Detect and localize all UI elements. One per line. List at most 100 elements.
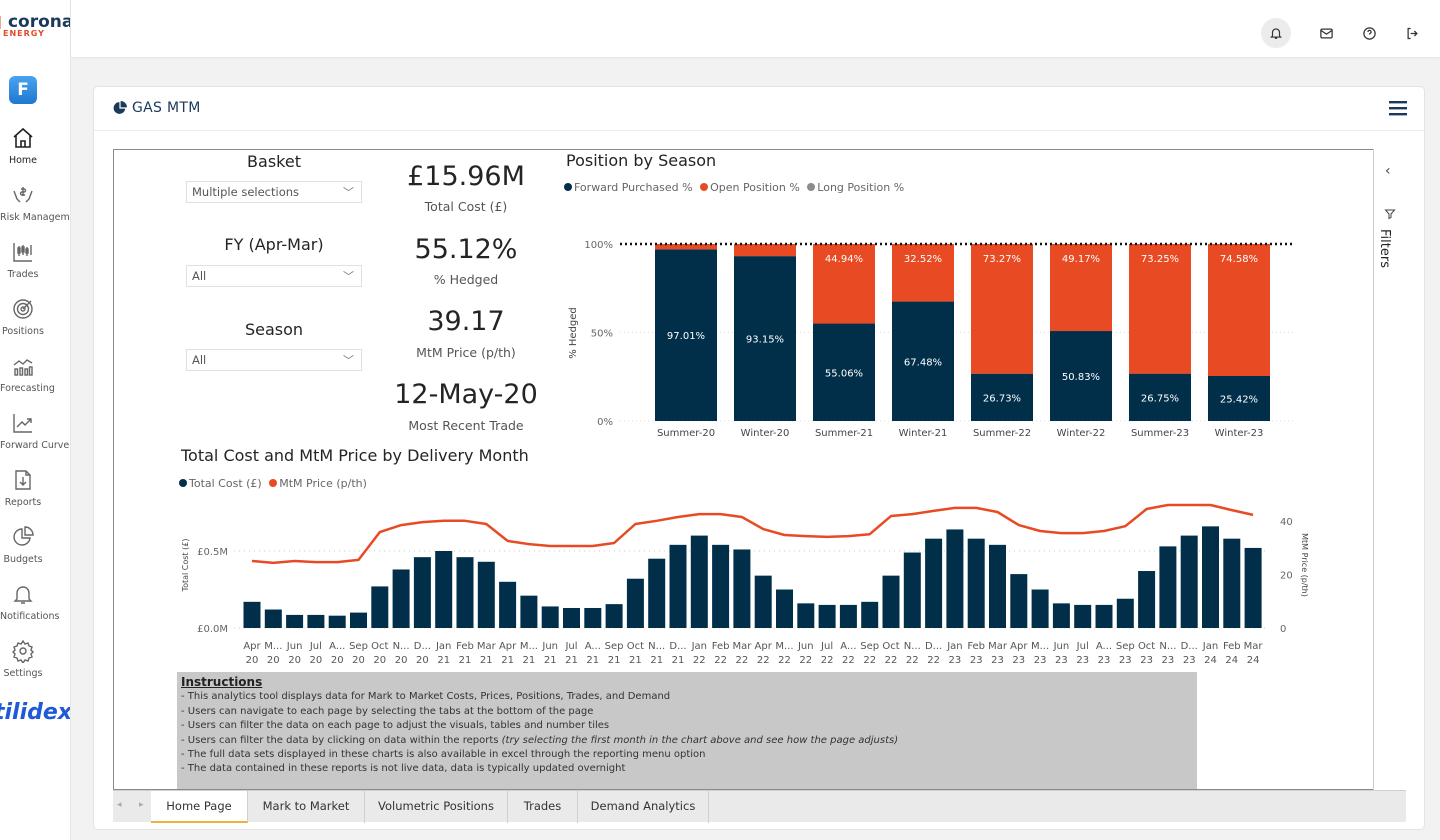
mail-icon bbox=[1319, 28, 1333, 38]
bar-forward-purchased- bbox=[1050, 331, 1112, 421]
sidebar-item-risk-management[interactable]: Risk Management bbox=[0, 183, 70, 223]
chevron-down-icon: ﹀ bbox=[343, 270, 354, 283]
sidebar-item-forecasting[interactable]: Forecasting bbox=[0, 354, 55, 394]
app-badge[interactable]: F bbox=[9, 76, 37, 104]
pie-chart-icon bbox=[113, 101, 127, 114]
legend-item[interactable]: MtM Price (p/th) bbox=[279, 477, 367, 490]
target-icon bbox=[13, 299, 33, 319]
bar-open-position- bbox=[1050, 244, 1112, 332]
legend-item[interactable]: Forward Purchased % bbox=[574, 181, 693, 194]
top-bar bbox=[71, 0, 1440, 57]
cost-chart-title: Total Cost and MtM Price by Delivery Mon… bbox=[181, 446, 529, 465]
x-tick-label-month: Mar bbox=[1244, 641, 1264, 652]
sidebar-item-label: Home bbox=[8, 155, 38, 166]
bar-total-cost bbox=[584, 607, 602, 628]
bar-forward-purchased- bbox=[1208, 376, 1270, 421]
data-label: 73.27% bbox=[983, 254, 1021, 265]
legend-item[interactable]: Open Position % bbox=[710, 181, 800, 194]
legend-swatch bbox=[179, 479, 187, 487]
x-tick-label-year: 23 bbox=[1034, 655, 1047, 666]
x-tick-label-month: Jul bbox=[309, 641, 322, 652]
hamburger-menu-icon[interactable] bbox=[1389, 100, 1407, 116]
instruction-line: - The full data sets displayed in these … bbox=[181, 749, 706, 761]
x-tick-label-month: Oct bbox=[627, 641, 644, 652]
tab-trades[interactable]: Trades bbox=[508, 791, 578, 823]
instruction-note: (try selecting the first month in the ch… bbox=[501, 734, 899, 746]
tab-mark-to-market[interactable]: Mark to Market bbox=[248, 791, 365, 823]
x-tick-label-year: 20 bbox=[352, 655, 365, 666]
y-tick-label: 50% bbox=[591, 329, 613, 340]
tab-scroll-right-icon[interactable]: ▸ bbox=[139, 800, 144, 810]
pie-chart-icon bbox=[13, 526, 34, 546]
x-tick-label-year: 20 bbox=[395, 655, 408, 666]
x-tick-label-month: N... bbox=[648, 641, 665, 652]
x-tick-label-month: Sep bbox=[349, 641, 368, 652]
bar-total-cost bbox=[882, 575, 900, 628]
messages-button[interactable] bbox=[1311, 18, 1341, 48]
sidebar-item-home[interactable]: Home bbox=[0, 126, 46, 166]
bar-total-cost bbox=[499, 581, 517, 628]
x-tick-label-year: 23 bbox=[1183, 655, 1196, 666]
tab-volumetric-positions[interactable]: Volumetric Positions bbox=[365, 791, 508, 823]
legend-item[interactable]: Long Position % bbox=[817, 181, 905, 194]
corona-logo: ■ corona bbox=[0, 12, 70, 32]
bar-open-position- bbox=[892, 244, 954, 302]
x-tick-label-year: 21 bbox=[650, 655, 663, 666]
data-label: 93.15% bbox=[746, 335, 784, 346]
sidebar-item-forward-curve[interactable]: Forward Curve bbox=[0, 411, 69, 451]
x-tick-label-year: 24 bbox=[1204, 655, 1217, 666]
sidebar-item-label: Budgets bbox=[3, 554, 43, 565]
basket-dropdown[interactable]: Multiple selections ﹀ bbox=[186, 181, 362, 203]
y-tick-label: 100% bbox=[584, 240, 613, 251]
download-file-icon bbox=[15, 470, 31, 490]
page-title: GAS MTM bbox=[132, 100, 201, 116]
legend-item[interactable]: Total Cost (£) bbox=[189, 477, 262, 490]
x-tick-label-year: 22 bbox=[714, 655, 727, 666]
x-tick-label-month: Jun bbox=[797, 641, 814, 652]
tab-scroll-left-icon[interactable]: ◂ bbox=[117, 800, 122, 810]
sidebar-item-trades[interactable]: Trades bbox=[0, 240, 46, 280]
season-dropdown[interactable]: All ﹀ bbox=[186, 349, 362, 371]
x-tick-label-year: 20 bbox=[373, 655, 386, 666]
sidebar-item-notifications[interactable]: Notifications bbox=[0, 582, 59, 622]
data-label: 67.48% bbox=[904, 357, 942, 368]
x-tick-label-month: A... bbox=[585, 641, 601, 652]
bar-total-cost bbox=[626, 578, 644, 628]
tab-demand-analytics[interactable]: Demand Analytics bbox=[578, 791, 709, 823]
hands-money-icon bbox=[13, 187, 33, 203]
legend-swatch bbox=[700, 183, 709, 191]
data-label: 50.83% bbox=[1062, 372, 1100, 383]
bar-total-cost bbox=[754, 575, 772, 628]
collapse-chevron-icon[interactable]: ‹ bbox=[1385, 163, 1391, 179]
bar-open-position- bbox=[1208, 244, 1270, 377]
line-mtm-price bbox=[251, 503, 1254, 565]
bar-total-cost bbox=[797, 603, 815, 628]
x-tick-label-month: Oct bbox=[371, 641, 388, 652]
sidebar-item-settings[interactable]: Settings bbox=[0, 639, 46, 679]
instruction-line: - Users can navigate to each page by sel… bbox=[181, 705, 594, 717]
x-tick-label-year: 24 bbox=[1225, 655, 1238, 666]
x-tick-label-year: 22 bbox=[885, 655, 898, 666]
x-tick-label-month: Jan bbox=[946, 641, 962, 652]
bell-icon bbox=[13, 586, 33, 604]
x-tick-label-month: Feb bbox=[1223, 641, 1241, 652]
x-tick-label-year: 21 bbox=[565, 655, 578, 666]
logout-button[interactable] bbox=[1397, 18, 1427, 48]
sidebar-item-positions[interactable]: Positions bbox=[0, 297, 46, 337]
x-tick-label-year: 23 bbox=[1162, 655, 1175, 666]
line-chart-icon bbox=[13, 414, 32, 433]
bar-total-cost bbox=[1244, 547, 1262, 628]
recent-trade-value: 12-May-20 bbox=[394, 379, 538, 410]
notifications-button[interactable] bbox=[1261, 18, 1291, 48]
bar-total-cost bbox=[1052, 603, 1070, 628]
sidebar-item-reports[interactable]: Reports bbox=[0, 468, 46, 508]
sidebar-item-budgets[interactable]: Budgets bbox=[0, 525, 46, 565]
data-label: 25.42% bbox=[1220, 395, 1258, 406]
x-tick-label-month: Feb bbox=[456, 641, 474, 652]
filters-pane[interactable]: ‹ Filters bbox=[1373, 149, 1406, 790]
help-button[interactable] bbox=[1354, 18, 1384, 48]
fy-dropdown[interactable]: All ﹀ bbox=[186, 265, 362, 287]
recent-trade-label: Most Recent Trade bbox=[408, 418, 524, 433]
x-tick-label-year: 21 bbox=[586, 655, 599, 666]
tab-home-page[interactable]: Home Page bbox=[151, 791, 248, 823]
